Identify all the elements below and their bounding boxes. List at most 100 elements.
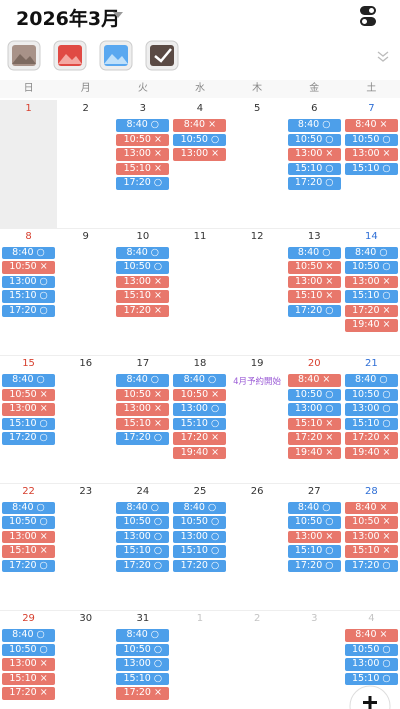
time-slot[interactable]: 10:50 ○ xyxy=(344,133,398,146)
time-slot[interactable]: 15:10 ○ xyxy=(344,417,398,430)
time-slot[interactable]: 15:10 × xyxy=(287,290,341,303)
time-slot[interactable]: 10:50 ○ xyxy=(344,388,398,401)
time-slot[interactable]: 8:40 × xyxy=(344,501,398,514)
time-slot[interactable]: 13:00 ○ xyxy=(344,403,398,416)
day-number[interactable]: 20 xyxy=(307,358,321,369)
day-number[interactable]: 19 xyxy=(250,358,264,369)
day-number[interactable]: 8 xyxy=(25,230,32,242)
time-slot[interactable]: 13:00 × xyxy=(287,148,341,161)
time-slot[interactable]: 19:40 × xyxy=(344,319,398,332)
day-number[interactable]: 26 xyxy=(250,485,264,497)
add-button[interactable] xyxy=(345,680,400,709)
time-slot[interactable]: 8:40 ○ xyxy=(173,374,227,387)
time-slot[interactable]: 17:20 ○ xyxy=(287,304,341,317)
time-slot[interactable]: 15:10 × xyxy=(116,290,170,303)
time-slot[interactable]: 15:10 ○ xyxy=(2,417,55,430)
time-slot[interactable]: 15:10 ○ xyxy=(173,417,227,430)
time-slot[interactable]: 8:40 ○ xyxy=(2,629,55,642)
day-number[interactable]: 15 xyxy=(22,358,35,369)
time-slot[interactable]: 13:00 × xyxy=(116,148,170,161)
day-number[interactable]: 29 xyxy=(22,613,35,624)
time-slot[interactable]: 8:40 ○ xyxy=(116,246,170,259)
time-slot[interactable]: 19:40 × xyxy=(344,446,398,459)
day-number[interactable]: 27 xyxy=(307,485,321,497)
day-number[interactable]: 22 xyxy=(22,485,35,497)
time-slot[interactable]: 8:40 × xyxy=(344,119,398,132)
day-number[interactable]: 4 xyxy=(196,103,204,114)
month-title[interactable]: 2026年3月 xyxy=(16,8,121,30)
time-slot[interactable]: 10:50 ○ xyxy=(173,133,227,146)
time-slot[interactable]: 13:00 × xyxy=(344,275,398,288)
time-slot[interactable]: 13:00 × xyxy=(2,530,55,543)
day-number[interactable]: 1 xyxy=(25,103,32,114)
time-slot[interactable]: 17:20 × xyxy=(344,304,398,317)
time-slot[interactable]: 17:20 × xyxy=(116,304,170,317)
day-number[interactable]: 11 xyxy=(193,230,207,242)
time-slot[interactable]: 13:00 × xyxy=(287,530,341,543)
time-slot[interactable]: 10:50 × xyxy=(2,388,55,401)
day-number[interactable]: 2 xyxy=(82,103,89,114)
day-number[interactable]: 6 xyxy=(311,103,318,114)
day-number[interactable]: 16 xyxy=(79,358,93,369)
day-number[interactable]: 7 xyxy=(368,103,375,114)
day-number[interactable]: 14 xyxy=(365,230,378,242)
day-number[interactable]: 5 xyxy=(253,103,261,114)
time-slot[interactable]: 17:20 × xyxy=(173,432,227,445)
time-slot[interactable]: 13:00 × xyxy=(287,275,341,288)
filter-selected[interactable] xyxy=(145,40,179,71)
time-slot[interactable]: 8:40 ○ xyxy=(116,374,170,387)
day-number[interactable]: 31 xyxy=(136,613,150,624)
day-number[interactable]: 3 xyxy=(139,103,147,114)
time-slot[interactable]: 10:50 × xyxy=(173,388,227,401)
time-slot[interactable]: 17:20 × xyxy=(116,687,170,700)
time-slot[interactable]: 17:20 ○ xyxy=(116,432,170,445)
time-slot[interactable]: 8:40 × xyxy=(344,629,398,642)
time-slot[interactable]: 13:00 ○ xyxy=(344,658,398,671)
time-slot[interactable]: 10:50 ○ xyxy=(2,516,55,529)
time-slot[interactable]: 10:50 ○ xyxy=(173,516,227,529)
time-slot[interactable]: 15:10 × xyxy=(116,162,170,175)
time-slot[interactable]: 8:40 ○ xyxy=(2,374,55,387)
day-number[interactable]: 9 xyxy=(82,230,89,242)
time-slot[interactable]: 15:10 ○ xyxy=(116,545,170,558)
day-number[interactable]: 30 xyxy=(79,613,93,624)
time-slot[interactable]: 15:10 × xyxy=(287,417,341,430)
time-slot[interactable]: 10:50 ○ xyxy=(344,643,398,656)
caret[interactable] xyxy=(112,10,124,20)
time-slot[interactable]: 13:00 ○ xyxy=(116,530,170,543)
time-slot[interactable]: 8:40 ○ xyxy=(2,501,55,514)
time-slot[interactable]: 10:50 ○ xyxy=(116,643,170,656)
time-slot[interactable]: 8:40 ○ xyxy=(287,501,341,514)
day-number[interactable]: 18 xyxy=(193,358,207,369)
time-slot[interactable]: 10:50 ○ xyxy=(287,516,341,529)
day-number[interactable]: 4 xyxy=(368,613,375,624)
time-slot[interactable]: 15:10 ○ xyxy=(344,162,398,175)
time-slot[interactable]: 10:50 ○ xyxy=(2,643,55,656)
time-slot[interactable]: 17:20 ○ xyxy=(344,559,398,572)
time-slot[interactable]: 8:40 ○ xyxy=(287,119,341,132)
time-slot[interactable]: 17:20 ○ xyxy=(2,304,55,317)
day-number[interactable]: 3 xyxy=(311,613,318,624)
time-slot[interactable]: 13:00 × xyxy=(173,148,227,161)
time-slot[interactable]: 10:50 × xyxy=(2,261,55,274)
day-number[interactable]: 24 xyxy=(136,485,150,497)
time-slot[interactable]: 15:10 ○ xyxy=(116,672,170,685)
time-slot[interactable]: 13:00 ○ xyxy=(173,403,227,416)
filter-red[interactable] xyxy=(53,40,87,71)
time-slot[interactable]: 17:20 ○ xyxy=(2,432,55,445)
time-slot[interactable]: 17:20 ○ xyxy=(173,559,227,572)
time-slot[interactable]: 13:00 ○ xyxy=(173,530,227,543)
time-slot[interactable]: 10:50 × xyxy=(116,388,170,401)
time-slot[interactable]: 8:40 ○ xyxy=(116,501,170,514)
day-number[interactable]: 23 xyxy=(79,485,93,497)
time-slot[interactable]: 10:50 ○ xyxy=(287,388,341,401)
time-slot[interactable]: 13:00 × xyxy=(116,275,170,288)
day-number[interactable]: 28 xyxy=(365,485,378,497)
time-slot[interactable]: 8:40 ○ xyxy=(173,501,227,514)
toggle-icon[interactable] xyxy=(358,4,378,28)
time-slot[interactable]: 13:00 × xyxy=(344,530,398,543)
day-number[interactable]: 21 xyxy=(365,358,378,369)
filter-blue[interactable] xyxy=(99,40,133,71)
time-slot[interactable]: 10:50 × xyxy=(116,133,170,146)
time-slot[interactable]: 17:20 × xyxy=(287,432,341,445)
